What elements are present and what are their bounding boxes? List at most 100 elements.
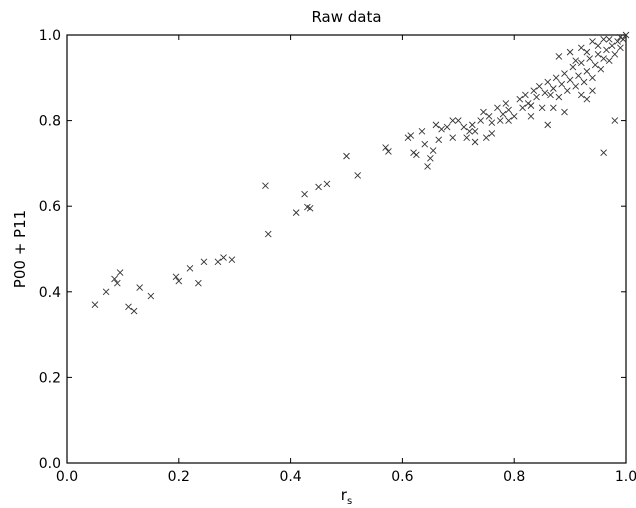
data-point xyxy=(292,209,300,216)
data-point xyxy=(477,117,484,124)
data-point xyxy=(550,104,557,112)
data-point xyxy=(600,35,607,43)
data-point xyxy=(113,279,121,287)
data-point xyxy=(214,258,222,266)
data-point xyxy=(614,38,621,45)
data-point xyxy=(186,264,194,272)
data-point xyxy=(136,284,143,291)
data-point xyxy=(608,42,616,50)
data-point xyxy=(591,61,599,69)
data-point xyxy=(424,163,431,170)
data-point xyxy=(323,180,331,188)
data-point xyxy=(471,138,479,146)
data-point xyxy=(116,269,124,276)
plot-frame xyxy=(66,34,627,464)
data-point xyxy=(443,123,451,131)
data-point xyxy=(544,121,552,129)
data-point xyxy=(301,190,308,198)
data-point xyxy=(583,68,591,75)
y-axis-label: P00 + P11 xyxy=(11,210,29,288)
x-tick-label: 1.0 xyxy=(615,469,636,485)
data-point xyxy=(264,230,272,238)
data-point xyxy=(527,102,535,109)
data-point xyxy=(449,134,457,142)
data-point xyxy=(544,78,552,86)
data-point xyxy=(605,57,613,64)
y-tick-label: 0.8 xyxy=(39,114,61,130)
data-point xyxy=(175,277,183,285)
data-point xyxy=(566,48,574,56)
data-point xyxy=(617,33,624,41)
x-tick-label: 0.0 xyxy=(56,469,78,485)
data-point xyxy=(480,108,487,116)
data-point xyxy=(429,147,437,154)
data-point xyxy=(516,95,524,103)
data-point xyxy=(496,117,504,124)
data-point xyxy=(499,110,507,118)
data-points xyxy=(91,31,630,315)
data-point xyxy=(488,130,496,137)
data-point xyxy=(586,55,593,62)
data-point xyxy=(460,123,468,131)
data-point xyxy=(407,132,415,139)
data-point xyxy=(605,35,613,43)
data-point xyxy=(611,50,619,58)
data-point xyxy=(413,151,420,159)
data-point xyxy=(594,50,602,58)
data-point xyxy=(91,301,99,308)
x-tick-label: 0.2 xyxy=(168,469,190,485)
data-point xyxy=(454,117,462,124)
data-point xyxy=(463,134,471,142)
data-point xyxy=(519,104,526,112)
data-point xyxy=(502,100,510,107)
data-point xyxy=(111,275,118,283)
data-point xyxy=(547,91,554,99)
data-point xyxy=(603,46,610,54)
data-point xyxy=(575,72,582,79)
data-point xyxy=(600,149,607,157)
data-point xyxy=(306,205,314,212)
data-point xyxy=(421,140,429,148)
data-point xyxy=(315,183,322,191)
x-axis-label: rs xyxy=(341,486,352,507)
data-point xyxy=(561,70,568,77)
data-point xyxy=(354,172,361,179)
data-point xyxy=(597,65,605,73)
data-point xyxy=(432,121,440,129)
data-point xyxy=(468,121,476,129)
data-point xyxy=(449,117,457,124)
data-point xyxy=(589,87,596,94)
data-point xyxy=(589,38,596,45)
data-point xyxy=(485,113,493,120)
data-point xyxy=(583,48,591,56)
data-point xyxy=(466,127,473,135)
y-tick-label: 0.0 xyxy=(39,456,61,472)
data-point xyxy=(577,91,585,99)
data-point xyxy=(577,59,585,67)
data-point xyxy=(404,134,412,142)
data-point xyxy=(555,93,563,101)
data-point xyxy=(555,53,563,60)
data-point xyxy=(530,87,538,94)
data-point xyxy=(228,256,236,264)
data-point xyxy=(541,89,549,97)
data-point xyxy=(622,31,630,39)
data-point xyxy=(494,104,501,112)
data-point xyxy=(427,154,434,162)
y-tick-label: 0.4 xyxy=(39,285,61,301)
y-tick-label: 1.0 xyxy=(39,28,61,44)
data-point xyxy=(510,113,518,120)
data-point xyxy=(343,152,350,160)
data-point xyxy=(569,63,577,71)
data-point xyxy=(130,307,138,315)
x-tick-label: 0.8 xyxy=(503,469,525,485)
data-point xyxy=(482,134,490,142)
data-point xyxy=(200,258,208,266)
x-tick-label: 0.4 xyxy=(279,469,301,485)
data-point xyxy=(262,182,269,189)
data-point xyxy=(572,83,580,90)
data-point xyxy=(172,273,180,281)
data-point xyxy=(580,78,588,86)
data-point xyxy=(552,74,560,82)
